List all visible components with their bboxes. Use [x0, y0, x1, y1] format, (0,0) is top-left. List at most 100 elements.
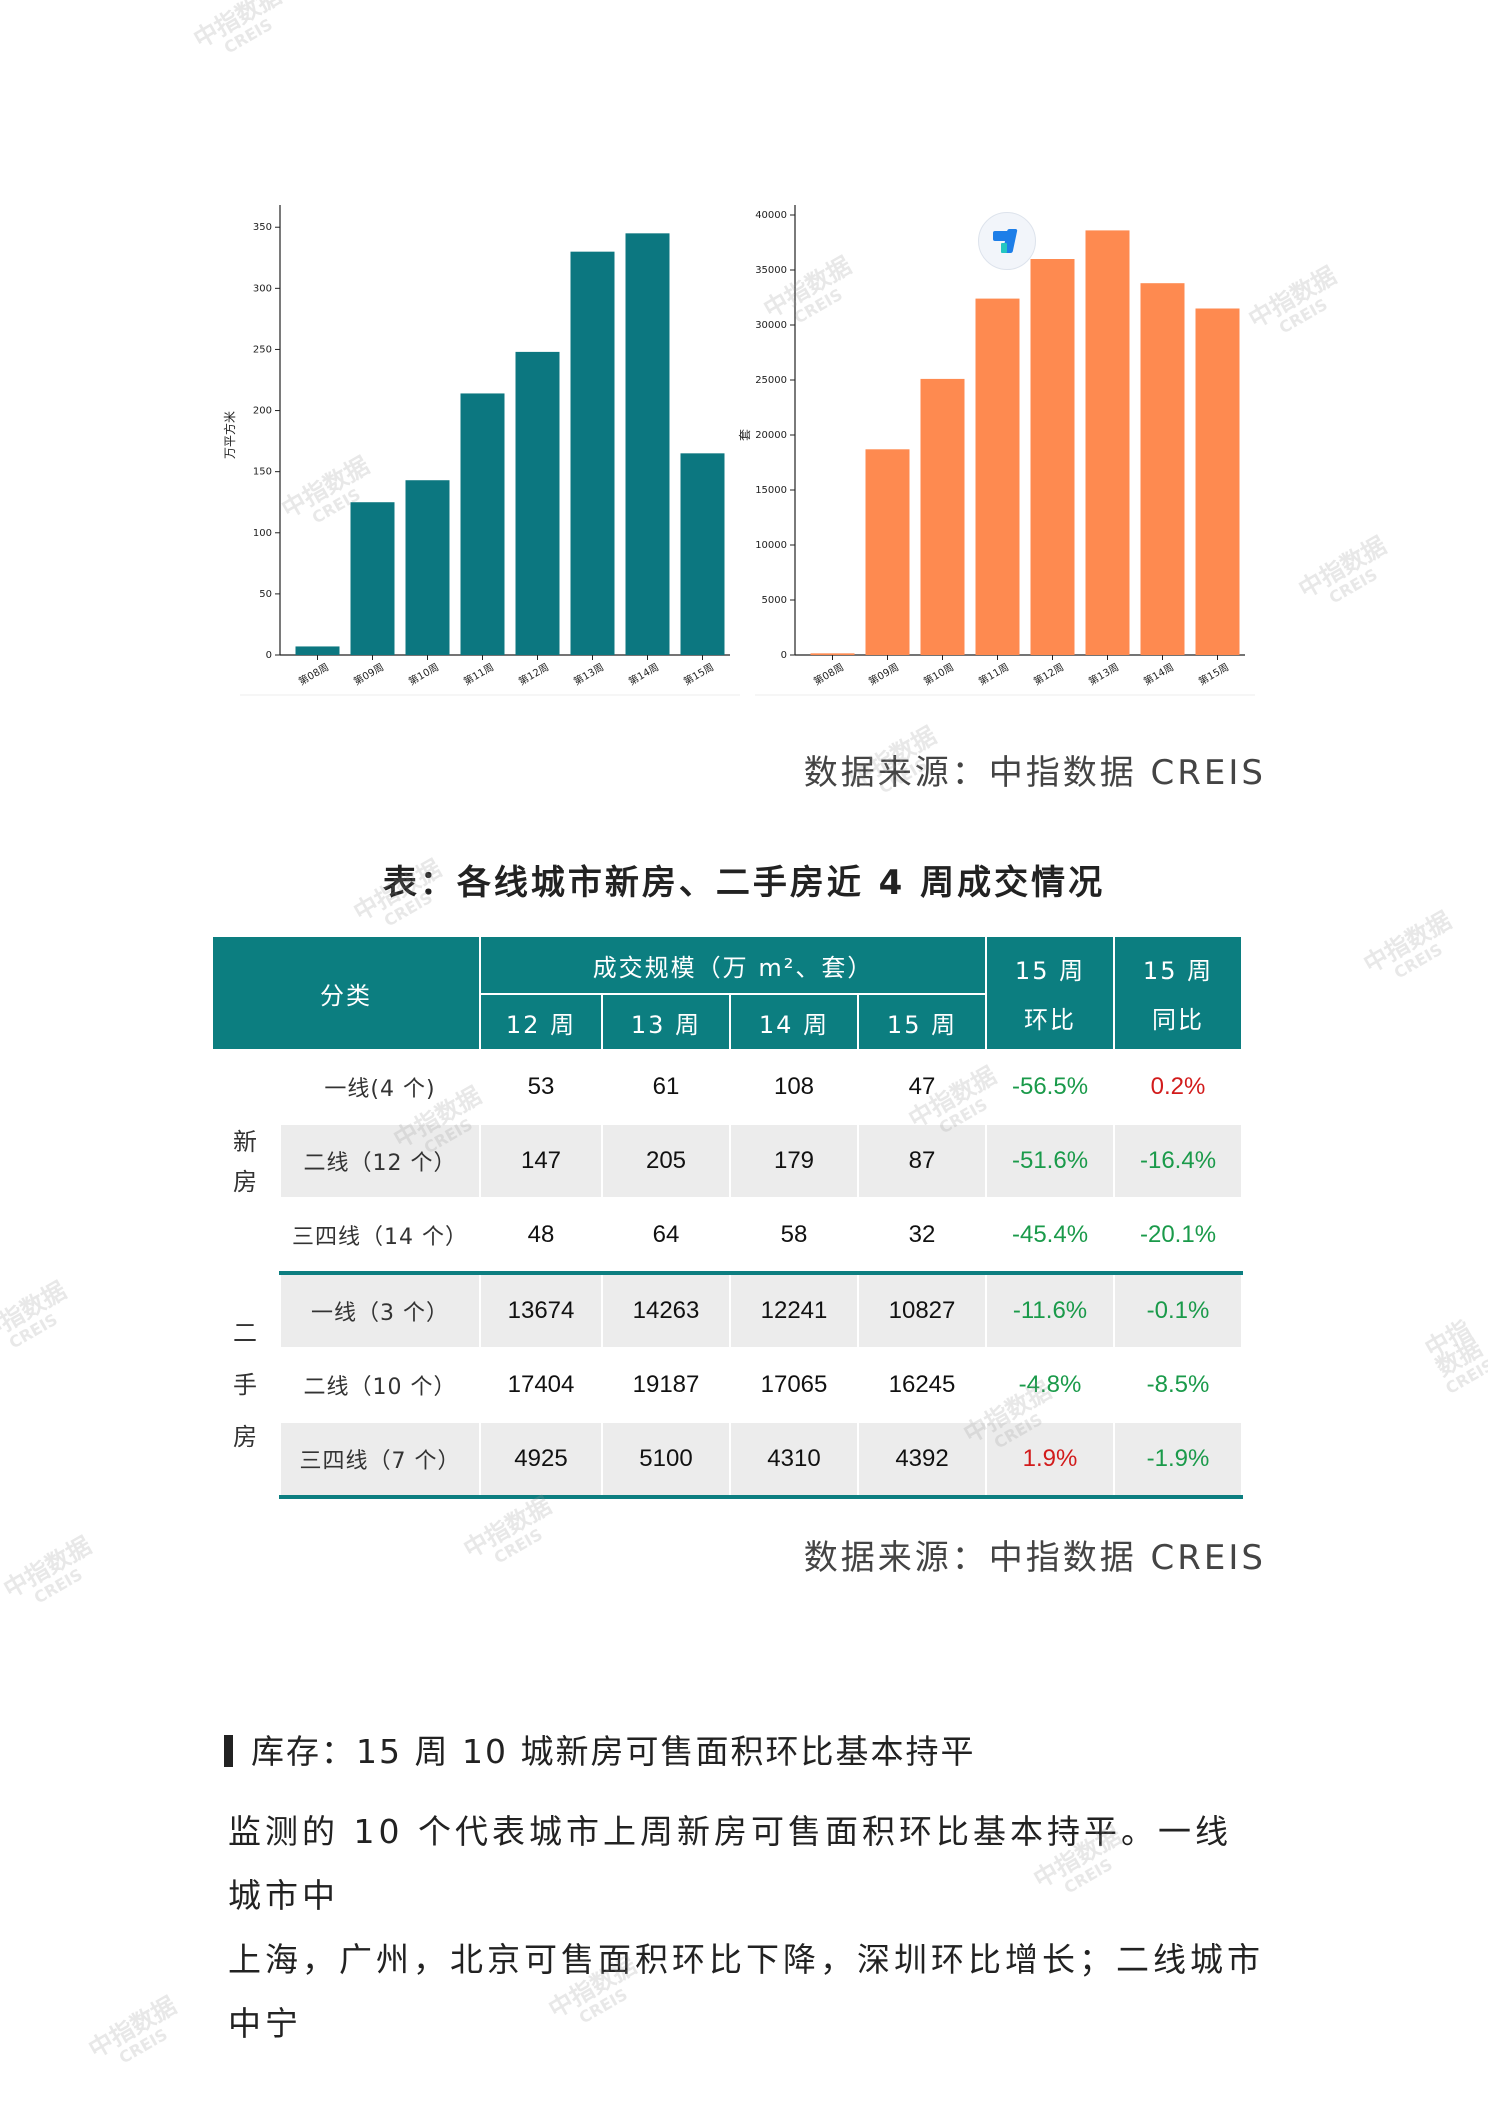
second-hand-units-chart: 0 5000 10000 15000 20000 25000 30000 35000 40000…: [735, 200, 1255, 700]
bar: [295, 646, 340, 655]
yoy-value: -20.1%: [1113, 1197, 1244, 1275]
watermark: 中指数据 CREIS: [1420, 1314, 1488, 1398]
table-row: 三四线（7 个） 4925 5100 4310 4392 1.9% -1.9%: [212, 1421, 1244, 1499]
section-heading-text: 库存：15 周 10 城新房可售面积环比基本持平: [251, 1732, 976, 1771]
data-source-note: 数据来源：中指数据 CREIS: [803, 753, 1266, 793]
x-tick-label: 第14周: [626, 660, 661, 688]
y-tick-label: 35000: [755, 265, 787, 276]
tier-label: 二线（10 个）: [279, 1347, 481, 1423]
heading-bar-icon: [224, 1735, 233, 1767]
yoy-value: 0.2%: [1113, 1049, 1244, 1125]
tier-label: 二线（12 个）: [279, 1123, 481, 1199]
watermark: 中指数据 CREIS: [1243, 261, 1342, 338]
week-15-value: 32: [856, 1197, 988, 1275]
header-week-13: 13 周: [601, 993, 731, 1051]
bar: [1085, 230, 1130, 655]
watermark: 中指数据 CREIS: [458, 1491, 557, 1568]
week-14-value: 179: [729, 1123, 859, 1199]
bar: [350, 502, 395, 655]
table-row: 二线（12 个） 147 205 179 87 -51.6% -16.4%: [212, 1123, 1244, 1199]
y-tick-label: 300: [253, 283, 272, 294]
week-15-value: 47: [856, 1049, 988, 1125]
second-hand-units-chart-svg: 0 5000 10000 15000 20000 25000 30000 35000 40000…: [738, 205, 1255, 696]
bar: [570, 251, 615, 655]
header-yoy-line2: 同比: [1152, 1006, 1205, 1034]
bar: [405, 480, 450, 655]
header-mom: 15 周 环比: [985, 935, 1116, 1051]
week-14-value: 108: [729, 1049, 859, 1125]
bar: [810, 653, 855, 655]
header-week-14: 14 周: [729, 993, 859, 1051]
week-12-value: 4925: [479, 1421, 603, 1499]
week-14-value: 12241: [729, 1272, 859, 1349]
header-mom-line1: 15 周: [1014, 957, 1086, 985]
bar: [1030, 259, 1075, 655]
week-13-value: 5100: [601, 1421, 731, 1499]
mom-value: -51.6%: [985, 1123, 1116, 1199]
group-label-second-hand: 二手房: [211, 1272, 281, 1498]
header-week-12: 12 周: [479, 993, 603, 1051]
table-row: 三四线（14 个） 48 64 58 32 -45.4% -20.1%: [212, 1197, 1244, 1275]
week-13-value: 61: [601, 1049, 731, 1125]
body-paragraph: 监测的 10 个代表城市上周新房可售面积环比基本持平。一线城市中 上海，广州，北…: [228, 1800, 1268, 2056]
y-tick-label: 350: [253, 222, 272, 233]
mom-value: -11.6%: [985, 1272, 1116, 1349]
x-tick-label: 第11周: [461, 660, 496, 688]
tier-label: 一线(4 个): [279, 1049, 481, 1125]
x-tick-label: 第15周: [681, 660, 716, 688]
x-tick-label: 第12周: [516, 660, 551, 688]
mom-value: -56.5%: [985, 1049, 1116, 1125]
table-row: 新房 一线(4 个) 53 61 108 47 -56.5% 0.2%: [211, 1049, 1244, 1274]
yoy-value: -8.5%: [1113, 1347, 1244, 1423]
table-row: 二手房 一线（3 个） 13674 14263 12241 10827 -11.…: [211, 1272, 1244, 1498]
week-12-value: 48: [479, 1197, 603, 1275]
watermark: 中指数据 CREIS: [1358, 906, 1457, 983]
y-tick-label: 0: [266, 650, 272, 661]
x-tick-label: 第10周: [406, 660, 441, 688]
y-axis-label: 套: [738, 429, 752, 441]
week-13-value: 64: [601, 1197, 731, 1275]
y-tick-label: 10000: [755, 540, 787, 551]
bar: [680, 453, 725, 655]
bar: [460, 393, 505, 655]
y-axis-label: 万平方米: [222, 411, 237, 459]
bar: [865, 449, 910, 655]
header-yoy-line1: 15 周: [1142, 957, 1214, 985]
data-source-note: 数据来源：中指数据 CREIS: [803, 1538, 1266, 1578]
table-title: 表：各线城市新房、二手房近 4 周成交情况: [382, 863, 1106, 903]
week-13-value: 19187: [601, 1347, 731, 1423]
y-tick-label: 25000: [755, 375, 787, 386]
week-15-value: 16245: [856, 1347, 988, 1423]
section-heading: 库存：15 周 10 城新房可售面积环比基本持平: [224, 1725, 975, 1773]
bar: [515, 351, 560, 655]
x-tick-label: 第11周: [976, 660, 1011, 688]
x-tick-label: 第12周: [1031, 660, 1066, 688]
week-15-value: 87: [856, 1123, 988, 1199]
week-14-value: 58: [729, 1197, 859, 1275]
bar: [625, 233, 670, 656]
x-tick-label: 第10周: [921, 660, 956, 688]
bar: [1140, 283, 1185, 655]
body-line: 上海，广州，北京可售面积环比下降，深圳环比增长；二线城市中宁: [228, 1940, 1264, 2043]
y-tick-label: 0: [781, 650, 787, 661]
tier-label: 三四线（14 个）: [279, 1197, 481, 1275]
watermark: 中指数据 CREIS: [188, 0, 287, 58]
y-tick-label: 30000: [755, 320, 787, 331]
yoy-value: -0.1%: [1113, 1272, 1244, 1349]
week-15-value: 10827: [856, 1272, 988, 1349]
x-tick-label: 第09周: [351, 660, 386, 688]
y-tick-label: 200: [253, 406, 272, 417]
app-logo-icon[interactable]: [978, 212, 1036, 270]
watermark: 中指数据 CREIS: [1293, 531, 1392, 608]
week-12-value: 13674: [479, 1272, 603, 1349]
y-tick-label: 100: [253, 528, 272, 539]
header-week-15: 15 周: [856, 993, 988, 1051]
x-tick-label: 第15周: [1196, 660, 1231, 688]
x-tick-label: 第08周: [296, 660, 331, 688]
x-tick-label: 第13周: [1086, 660, 1121, 688]
new-home-area-chart: 0 50 100 150 200 250 300 350 万平方米 第08周 第09周 第10周 第11…: [220, 200, 740, 700]
bar: [920, 378, 965, 655]
week-12-value: 17404: [479, 1347, 603, 1423]
week-14-value: 4310: [729, 1421, 859, 1499]
